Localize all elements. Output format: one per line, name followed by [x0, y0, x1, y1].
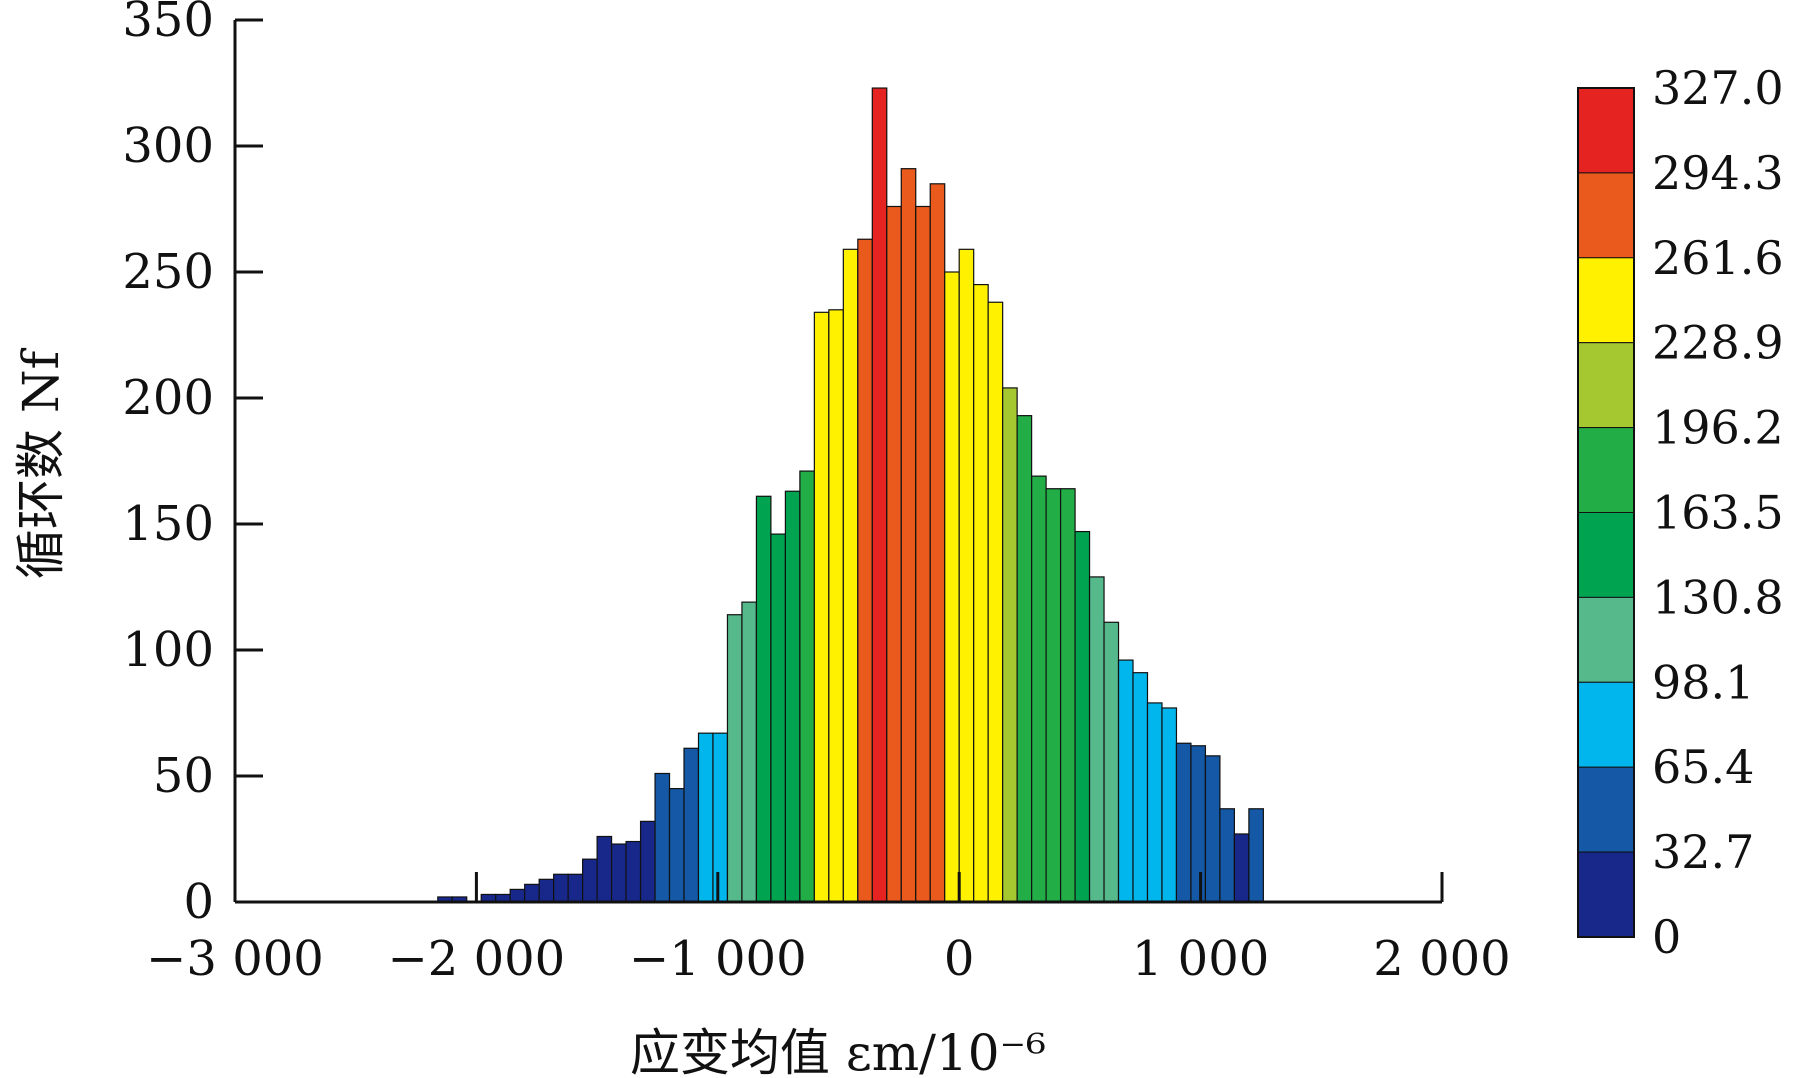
colorbar-label: 32.7 [1652, 825, 1754, 879]
colorbar-band [1577, 87, 1635, 174]
histogram-bar [712, 732, 729, 903]
histogram-bar [1146, 702, 1163, 903]
histogram-bar [973, 284, 989, 903]
y-tick-label: 100 [122, 622, 214, 678]
histogram-bar [958, 248, 975, 903]
colorbar-band [1577, 172, 1635, 259]
colorbar-band [1577, 766, 1635, 853]
colorbar-band [1577, 851, 1635, 938]
histogram-bar [784, 490, 801, 903]
colorbar-label: 0 [1652, 910, 1681, 964]
histogram-bar [871, 87, 888, 903]
colorbar-legend: 327.0 294.3 261.6 228.9 196.2 163.5 130.8 98.1 6… [1577, 61, 1784, 964]
colorbar-band [1577, 596, 1635, 683]
y-tick-label: 150 [122, 496, 214, 552]
histogram-bar [582, 858, 598, 903]
histogram-bar [1175, 742, 1192, 903]
histogram-bar [1219, 808, 1235, 903]
histogram-bar [1103, 621, 1120, 903]
histogram-bar [987, 301, 1004, 903]
histogram-bar [697, 732, 714, 903]
colorbar-label: 327.0 [1652, 61, 1784, 115]
x-tick-label: 0 [944, 931, 975, 987]
y-tick-label: 200 [122, 370, 214, 426]
y-tick-label: 300 [122, 118, 214, 174]
histogram-bar [900, 168, 917, 903]
x-tick-label: −3 000 [146, 931, 324, 987]
y-tick-label: 250 [122, 244, 214, 300]
x-tick-label: −1 000 [629, 931, 807, 987]
histogram-bar [799, 470, 815, 903]
histogram-bar [1132, 672, 1149, 903]
histogram-bar [567, 873, 584, 903]
y-tick-label: 0 [183, 874, 214, 930]
colorbar-label: 294.3 [1652, 146, 1784, 200]
histogram-bar [1016, 415, 1033, 903]
histogram-bar [726, 614, 743, 903]
histogram-bar [538, 878, 555, 903]
colorbar-label: 98.1 [1652, 655, 1754, 709]
colorbar-band [1577, 257, 1635, 344]
histogram-bar [915, 205, 931, 903]
histogram-bar [842, 248, 859, 903]
colorbar-band [1577, 512, 1635, 598]
histogram-bar [639, 820, 656, 903]
y-ticks: 0 50 100 150 200 250 300 350 [122, 0, 263, 930]
x-axis-title: 应变均值 εm/10⁻⁶ [630, 1024, 1046, 1078]
histogram-bar [1088, 576, 1105, 903]
x-tick-label: 2 000 [1373, 931, 1510, 987]
histogram-bar [828, 309, 844, 903]
colorbar-band [1577, 342, 1635, 429]
histogram-bar [1059, 488, 1076, 903]
histogram-bar [610, 843, 627, 903]
histogram-bar [553, 873, 569, 903]
histogram-bar [1204, 755, 1221, 903]
histogram-bar [596, 835, 613, 903]
histogram-bar [886, 205, 902, 903]
colorbar-label: 228.9 [1652, 316, 1784, 370]
x-tick-label: −2 000 [388, 931, 566, 987]
histogram-bar [668, 787, 685, 903]
x-tick-label: 1 000 [1132, 931, 1269, 987]
histogram-bar [741, 601, 758, 903]
histogram-bar [654, 772, 671, 903]
colorbar-label: 196.2 [1652, 401, 1784, 455]
colorbar-label: 163.5 [1652, 486, 1784, 540]
histogram-bar [625, 840, 642, 903]
colorbar-label: 130.8 [1652, 570, 1784, 624]
colorbar-band [1577, 427, 1635, 514]
y-axis-title: 循环数 Nf [12, 347, 70, 579]
histogram-bar [1233, 833, 1250, 903]
histogram-bar [524, 883, 540, 903]
histogram-bar [755, 495, 772, 903]
histogram-bar [1117, 659, 1134, 903]
histogram-bar [509, 888, 526, 903]
histogram-bar [1190, 745, 1207, 903]
colorbar-label: 261.6 [1652, 231, 1784, 285]
histogram-bar [1045, 488, 1062, 903]
histogram-bar [1074, 530, 1091, 903]
histogram-bar [929, 183, 946, 903]
y-tick-label: 350 [122, 0, 214, 48]
y-tick-label: 50 [153, 748, 214, 804]
histogram-bar [770, 533, 786, 903]
histogram-bar [1248, 808, 1264, 903]
histogram-bar [1161, 707, 1178, 903]
histogram-bar [1002, 387, 1018, 903]
histogram-bar [857, 238, 873, 903]
histogram-bar [813, 311, 830, 903]
colorbar-frame [1577, 87, 1635, 938]
axes [233, 20, 1442, 904]
histogram-bar [944, 271, 960, 903]
colorbar-band [1577, 681, 1635, 768]
histogram-bar [683, 747, 700, 903]
x-ticks: −3 000 −2 000 −1 000 0 1 000 2 000 [146, 872, 1511, 987]
colorbar-label: 65.4 [1652, 740, 1754, 794]
histogram-bar [1031, 475, 1047, 903]
histogram-bars [437, 87, 1264, 903]
